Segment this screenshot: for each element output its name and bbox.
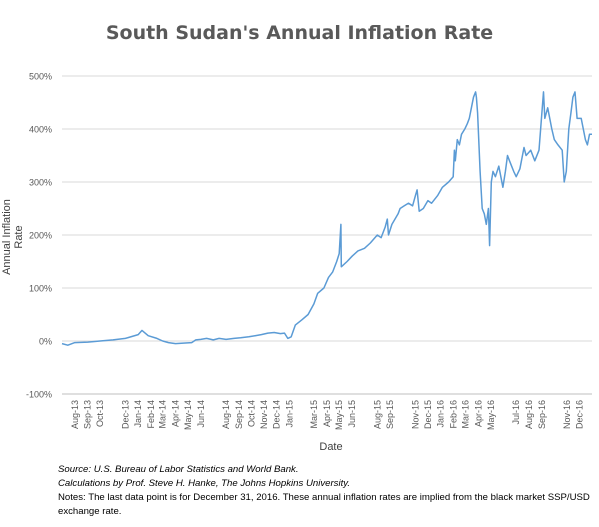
y-tick-label: 500% — [29, 72, 52, 82]
x-tick-label: Nov-14 — [259, 400, 269, 429]
x-tick-label: Nov-16 — [562, 400, 572, 429]
x-tick-label: Mar-15 — [309, 400, 319, 429]
x-tick-label: Apr-15 — [322, 400, 332, 427]
x-tick-label: Apr-14 — [171, 400, 181, 427]
calculation-note: Calculations by Prof. Steve H. Hanke, Th… — [58, 478, 351, 489]
y-tick-labels: -100% 0% 100% 200% 300% 400% 500% — [26, 72, 52, 400]
x-tick-label: Jan-15 — [284, 400, 294, 428]
chart-notes: Source: U.S. Bureau of Labor Statistics … — [58, 463, 594, 519]
x-tick-label: Aug-13 — [70, 400, 80, 429]
x-tick-label: Dec-15 — [423, 400, 433, 429]
x-tick-label: Aug-14 — [221, 400, 231, 429]
y-tick-label: -100% — [26, 390, 52, 400]
x-tick-label: Aug-16 — [524, 400, 534, 429]
x-tick-label: Apr-16 — [473, 400, 483, 427]
x-tick-label: Sep-14 — [234, 400, 244, 429]
x-tick-label: Jan-16 — [436, 400, 446, 428]
x-tick-label: Jun-14 — [196, 400, 206, 428]
x-tick-label: Oct-14 — [246, 400, 256, 427]
x-tick-label: Jan-14 — [133, 400, 143, 428]
x-tick-label: Oct-13 — [95, 400, 105, 427]
y-tick-label: 0% — [39, 337, 52, 347]
x-tick-label: Feb-14 — [146, 400, 156, 429]
x-tick-label: Mar-16 — [461, 400, 471, 429]
x-tick-label: Aug-15 — [372, 400, 382, 429]
x-tick-label: May-15 — [334, 400, 344, 430]
x-tick-label: May-14 — [183, 400, 193, 430]
x-tick-label: Sep-16 — [537, 400, 547, 429]
x-tick-label: Nov-15 — [410, 400, 420, 429]
inflation-chart: -100% 0% 100% 200% 300% 400% 500% Aug-13 Sep-13… — [26, 72, 592, 453]
y-tick-label: 200% — [29, 231, 52, 241]
x-tick-labels: Aug-13 Sep-13 Oct-13 Dec-13 Jan-14 Feb-14 Mar-… — [70, 400, 585, 430]
series-line — [61, 91, 592, 346]
y-tick-label: 400% — [29, 125, 52, 135]
y-tick-label: 300% — [29, 178, 52, 188]
series-group — [61, 91, 592, 346]
data-note: Notes: The last data point is for Decemb… — [58, 492, 590, 517]
x-tick-label: Feb-16 — [449, 400, 459, 429]
x-tick-label: Sep-13 — [83, 400, 93, 429]
x-tick-label: Mar-14 — [158, 400, 168, 429]
gridlines — [62, 75, 592, 395]
x-tick-label: Dec-13 — [120, 400, 130, 429]
x-tick-label: Jul-16 — [511, 400, 521, 425]
x-tick-label: Dec-16 — [575, 400, 585, 429]
y-tick-label: 100% — [29, 284, 52, 294]
x-axis-label: Date — [319, 441, 342, 453]
chart-title: South Sudan's Annual Inflation Rate — [105, 22, 494, 44]
x-tick-label: Sep-15 — [385, 400, 395, 429]
x-tick-label: Dec-14 — [272, 400, 282, 429]
x-tick-label: Jun-15 — [347, 400, 357, 428]
x-tick-label: May-16 — [486, 400, 496, 430]
source-note: Source: U.S. Bureau of Labor Statistics … — [58, 464, 299, 475]
